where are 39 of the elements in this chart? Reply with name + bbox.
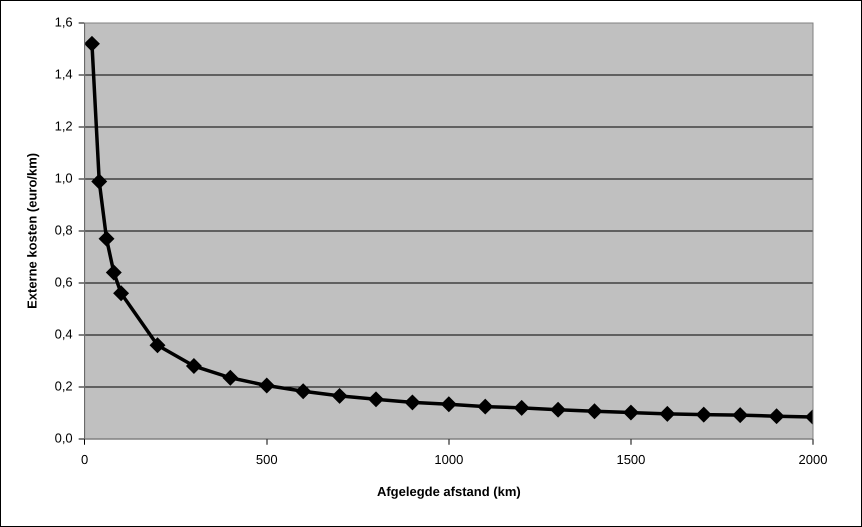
point <box>223 370 238 385</box>
x-tick-label: 1000 <box>434 452 464 468</box>
x-tick-label: 500 <box>256 452 278 468</box>
point <box>405 395 420 410</box>
point <box>624 405 638 420</box>
point <box>732 408 748 422</box>
point <box>442 396 456 412</box>
point <box>660 406 675 422</box>
x-tick-label: 1500 <box>616 452 646 468</box>
y-tick-label: 0,6 <box>54 274 73 290</box>
point <box>99 231 114 246</box>
point <box>696 407 711 422</box>
point <box>186 358 202 374</box>
point <box>587 404 602 419</box>
y-axis-title: Externe kosten (euro/km) <box>24 152 40 309</box>
y-tick-label: 1,0 <box>54 170 73 186</box>
point <box>296 384 310 398</box>
y-tick-label: 1,2 <box>54 118 73 134</box>
point <box>84 36 100 52</box>
point <box>106 265 122 280</box>
y-tick-label: 0,2 <box>54 378 73 394</box>
y-tick-label: 0,8 <box>54 222 73 238</box>
x-axis-title: Afgelegde afstand (km) <box>376 484 521 499</box>
point <box>478 399 493 414</box>
point <box>114 286 128 301</box>
point <box>550 402 566 417</box>
y-tick-label: 1,4 <box>54 66 73 82</box>
point <box>260 378 274 393</box>
point <box>92 174 106 189</box>
y-tick-label: 1,6 <box>54 14 73 30</box>
y-tick-label: 0,0 <box>54 430 73 446</box>
point <box>150 338 165 352</box>
point <box>368 392 384 407</box>
point <box>769 408 784 424</box>
x-tick-label: 2000 <box>798 452 828 468</box>
x-tick-label: 0 <box>81 452 88 468</box>
point <box>514 400 529 416</box>
y-tick-label: 0,4 <box>54 326 73 342</box>
point <box>332 388 347 404</box>
